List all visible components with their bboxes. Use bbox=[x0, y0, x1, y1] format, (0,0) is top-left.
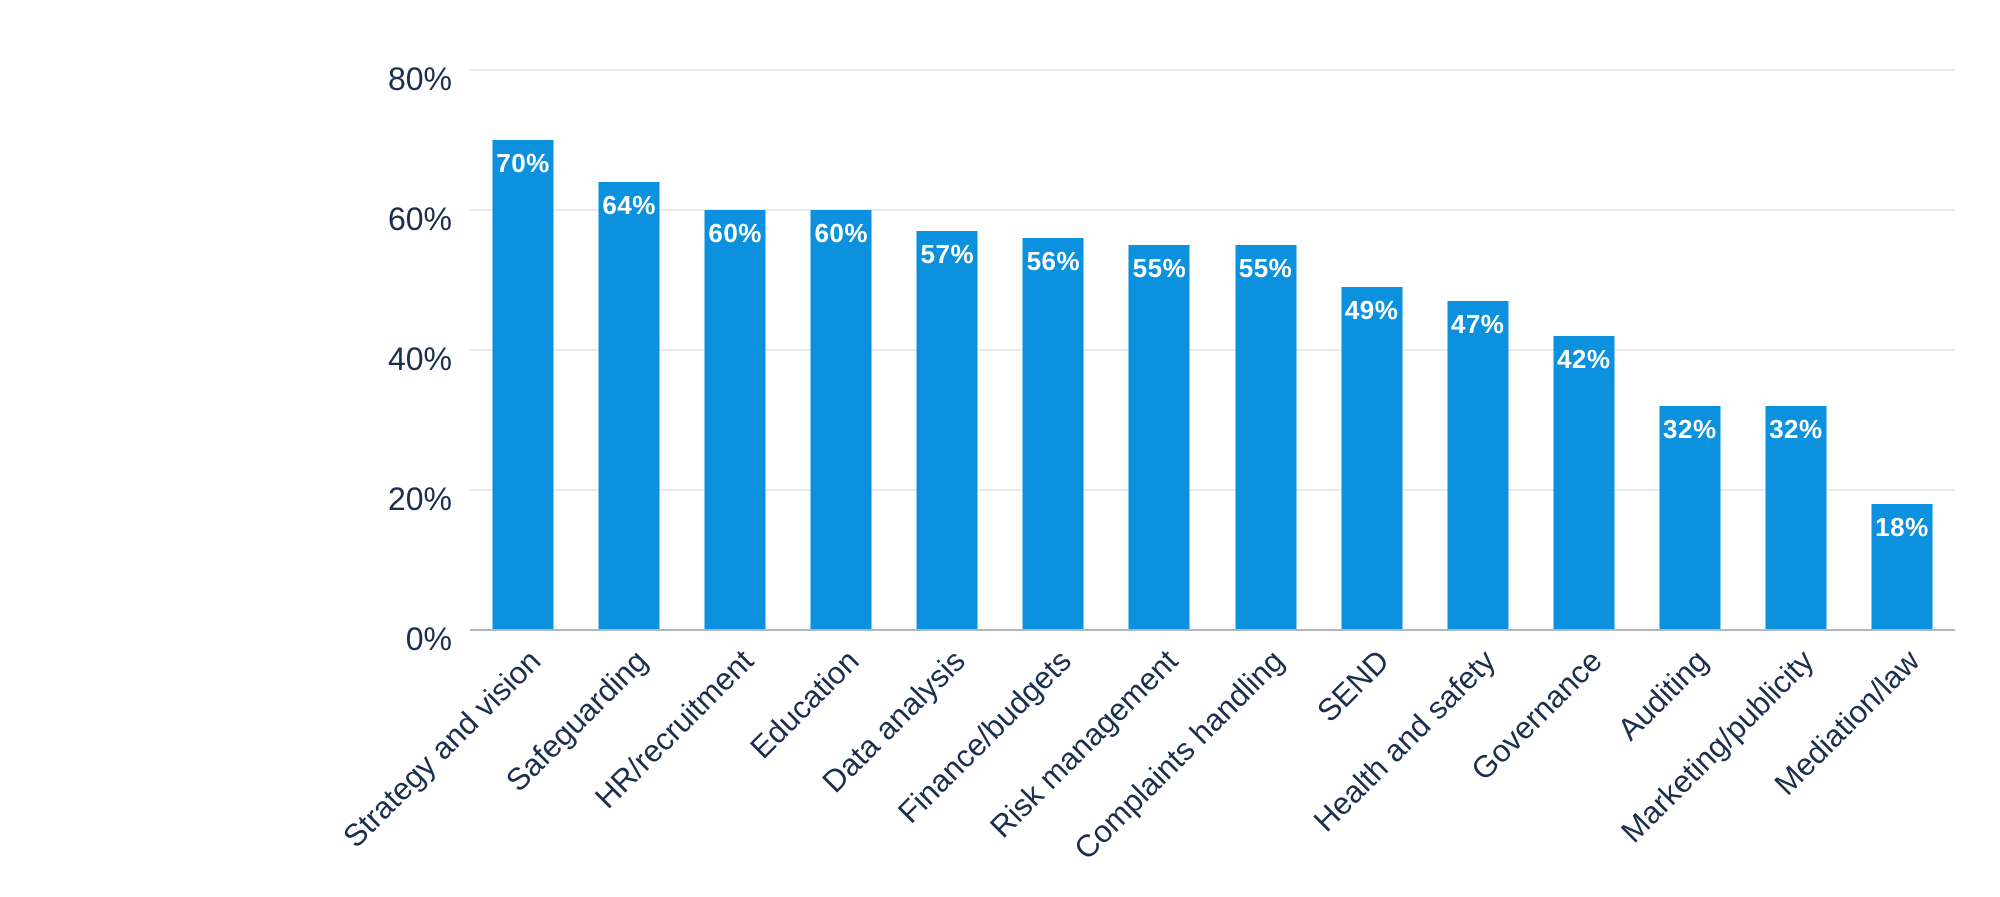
bar-value-label: 55% bbox=[1238, 253, 1293, 283]
bar-education: 60% bbox=[810, 210, 872, 630]
bar-slot: 60% bbox=[788, 70, 894, 630]
bar-slot: 55% bbox=[1106, 70, 1212, 630]
x-axis-line bbox=[470, 629, 1955, 631]
gridline-40 bbox=[470, 349, 1955, 351]
bar-finance-budgets: 56% bbox=[1022, 238, 1084, 630]
x-tick-label: Marketing/publicity bbox=[1614, 643, 1821, 850]
gridline-80 bbox=[470, 69, 1955, 71]
bar-safeguarding: 64% bbox=[598, 182, 660, 630]
bar-hr-recruitment: 60% bbox=[704, 210, 766, 630]
y-axis: 0% 20% 40% 60% 80% bbox=[0, 0, 452, 897]
y-tick-label: 20% bbox=[387, 481, 452, 517]
bar-health-and-safety: 47% bbox=[1447, 301, 1509, 630]
bar-value-label: 70% bbox=[496, 148, 550, 178]
bar-value-label: 49% bbox=[1344, 295, 1399, 325]
gridline-20 bbox=[470, 489, 1955, 491]
x-tick-label: Risk management bbox=[982, 643, 1185, 845]
y-tick-label: 60% bbox=[387, 201, 452, 237]
bar-slot: 64% bbox=[576, 70, 682, 630]
bar-value-label: 32% bbox=[1663, 414, 1717, 444]
x-tick-label: Auditing bbox=[1610, 643, 1715, 747]
bar-governance: 42% bbox=[1553, 336, 1615, 630]
bar-data-analysis: 57% bbox=[916, 231, 978, 630]
bar-slot: 55% bbox=[1213, 70, 1319, 630]
y-tick-label: 80% bbox=[387, 61, 452, 97]
gridline-60 bbox=[470, 209, 1955, 211]
bar-slot: 56% bbox=[1000, 70, 1106, 630]
bar-value-label: 32% bbox=[1769, 414, 1823, 444]
bar-slot: 47% bbox=[1425, 70, 1531, 630]
bar-value-label: 64% bbox=[602, 190, 656, 220]
bar-value-label: 60% bbox=[708, 218, 762, 248]
bar-value-label: 47% bbox=[1450, 309, 1505, 339]
bars-group: 70% 64% 60% 60% 57% 56% 55% 55% 49% 47% 42% 32% 32% 1… bbox=[470, 70, 1955, 630]
bar-slot: 70% bbox=[470, 70, 576, 630]
bar-auditing: 32% bbox=[1659, 406, 1721, 630]
bar-slot: 57% bbox=[894, 70, 1000, 630]
bar-slot: 42% bbox=[1531, 70, 1637, 630]
bar-value-label: 56% bbox=[1026, 246, 1081, 276]
bar-value-label: 60% bbox=[814, 218, 868, 248]
x-tick-label: Health and safety bbox=[1307, 643, 1503, 839]
x-tick-label: SEND bbox=[1310, 643, 1397, 729]
x-tick-label: Complaints handling bbox=[1066, 643, 1291, 867]
bar-slot: 32% bbox=[1637, 70, 1743, 630]
bar-slot: 18% bbox=[1849, 70, 1955, 630]
bar-value-label: 57% bbox=[920, 239, 975, 269]
bar-slot: 60% bbox=[682, 70, 788, 630]
bar-mediation-law: 18% bbox=[1871, 504, 1933, 630]
x-axis: Strategy and vision Safeguarding HR/recrui… bbox=[337, 643, 1955, 897]
bar-strategy-and-vision: 70% bbox=[492, 140, 554, 630]
bar-value-label: 55% bbox=[1132, 253, 1187, 283]
bar-value-label: 42% bbox=[1556, 344, 1611, 374]
bar-slot: 32% bbox=[1743, 70, 1849, 630]
bar-marketing-publicity: 32% bbox=[1765, 406, 1827, 630]
y-tick-label: 40% bbox=[387, 341, 452, 377]
bar-value-label: 18% bbox=[1875, 512, 1929, 542]
bar-send: 49% bbox=[1341, 287, 1403, 630]
bar-complaints-handling: 55% bbox=[1235, 245, 1297, 630]
plot-area: 70% 64% 60% 60% 57% 56% 55% 55% 49% 47% 42% 32% 32% 1… bbox=[470, 69, 1955, 630]
y-tick-label: 0% bbox=[405, 621, 452, 657]
bar-slot: 49% bbox=[1319, 70, 1425, 630]
bar-risk-management: 55% bbox=[1128, 245, 1190, 630]
